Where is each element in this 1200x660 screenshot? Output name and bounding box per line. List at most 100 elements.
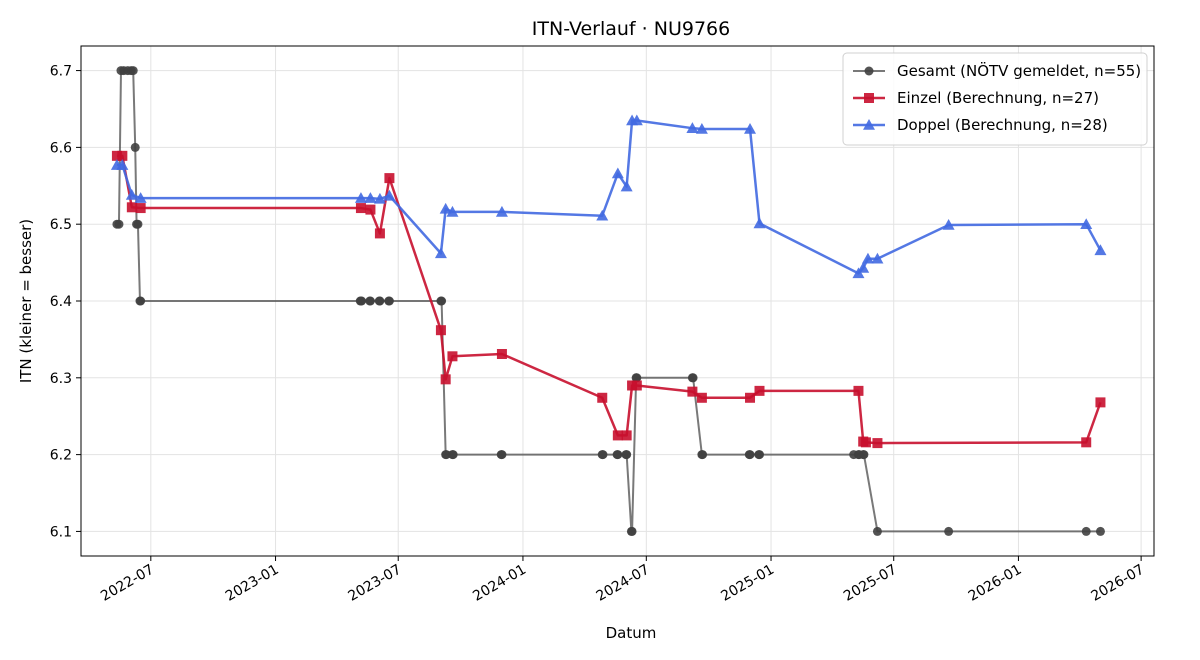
legend-item: Gesamt (NÖTV gemeldet, n=55) bbox=[853, 61, 1141, 80]
data-point bbox=[688, 373, 698, 383]
data-point bbox=[631, 380, 642, 391]
data-point bbox=[611, 167, 624, 179]
data-point bbox=[621, 430, 632, 441]
data-point bbox=[384, 296, 394, 306]
data-point bbox=[497, 450, 507, 460]
data-point bbox=[437, 296, 447, 306]
y-tick-label: 6.1 bbox=[50, 524, 72, 540]
series-layer bbox=[110, 66, 1107, 536]
data-point bbox=[627, 526, 637, 536]
data-point bbox=[745, 450, 755, 460]
data-point bbox=[384, 173, 395, 184]
data-point bbox=[872, 526, 882, 536]
data-point bbox=[686, 122, 699, 133]
data-point bbox=[126, 202, 137, 213]
data-point bbox=[495, 205, 508, 217]
data-point bbox=[125, 189, 138, 200]
data-point bbox=[355, 203, 366, 214]
data-point bbox=[696, 392, 707, 403]
data-point bbox=[853, 385, 864, 396]
x-tick-label: 2024-07 bbox=[594, 562, 653, 605]
data-point bbox=[130, 142, 140, 152]
data-point bbox=[872, 438, 883, 449]
x-tick-label: 2023-01 bbox=[223, 562, 282, 605]
data-point bbox=[365, 296, 375, 306]
data-point bbox=[871, 252, 884, 264]
x-tick-label: 2025-01 bbox=[718, 562, 777, 605]
data-point bbox=[117, 150, 128, 161]
data-point bbox=[860, 437, 871, 448]
legend-label: Gesamt (NÖTV gemeldet, n=55) bbox=[897, 61, 1141, 80]
data-point bbox=[944, 526, 954, 536]
data-point bbox=[744, 122, 757, 134]
data-point bbox=[695, 122, 708, 134]
series-circle bbox=[112, 66, 1105, 536]
data-point bbox=[496, 348, 507, 359]
data-point bbox=[114, 219, 124, 229]
y-tick-label: 6.3 bbox=[50, 371, 72, 387]
data-point bbox=[374, 228, 385, 239]
data-point bbox=[440, 374, 451, 385]
data-point bbox=[135, 203, 146, 214]
data-point bbox=[1095, 526, 1105, 536]
data-point bbox=[357, 296, 367, 306]
data-point bbox=[435, 325, 446, 336]
data-point bbox=[116, 159, 129, 170]
data-point bbox=[1081, 437, 1092, 448]
data-point bbox=[1080, 218, 1093, 229]
data-point bbox=[375, 296, 385, 306]
legend-item: Doppel (Berechnung, n=28) bbox=[853, 116, 1108, 134]
data-point bbox=[754, 385, 765, 396]
data-point bbox=[1095, 397, 1106, 408]
x-tick-label: 2025-07 bbox=[841, 562, 900, 605]
legend-box bbox=[842, 52, 1148, 146]
data-point bbox=[863, 119, 875, 130]
data-point bbox=[613, 450, 623, 460]
data-point bbox=[447, 351, 458, 362]
data-point bbox=[434, 247, 447, 259]
y-axis-label: ITN (kleiner = besser) bbox=[17, 219, 35, 383]
data-point bbox=[598, 450, 608, 460]
data-point bbox=[136, 296, 146, 306]
x-tick-label: 2023-07 bbox=[346, 562, 405, 605]
y-tick-label: 6.2 bbox=[50, 448, 72, 464]
legend-label: Doppel (Berechnung, n=28) bbox=[897, 116, 1108, 134]
y-tick-label: 6.5 bbox=[50, 217, 72, 233]
series-triangle bbox=[110, 114, 1107, 279]
data-point bbox=[612, 430, 623, 441]
data-point bbox=[128, 66, 138, 76]
data-point bbox=[446, 205, 459, 217]
data-point bbox=[942, 218, 955, 230]
x-tick-label: 2026-07 bbox=[1088, 562, 1147, 605]
data-point bbox=[383, 189, 396, 201]
data-point bbox=[861, 252, 874, 264]
data-point bbox=[864, 93, 874, 103]
data-point bbox=[753, 217, 766, 229]
grid bbox=[81, 46, 1154, 556]
data-point bbox=[755, 450, 765, 460]
data-point bbox=[687, 386, 698, 397]
series-square bbox=[111, 150, 1106, 449]
data-point bbox=[1094, 244, 1107, 256]
data-point bbox=[857, 261, 870, 273]
data-point bbox=[365, 204, 376, 215]
y-tick-label: 6.6 bbox=[50, 140, 72, 156]
data-point bbox=[864, 66, 874, 76]
data-point bbox=[632, 373, 642, 383]
data-point bbox=[698, 450, 708, 460]
x-tick-label: 2022-07 bbox=[98, 562, 157, 605]
data-point bbox=[448, 450, 458, 460]
x-axis-label: Datum bbox=[606, 624, 657, 642]
legend-item: Einzel (Berechnung, n=27) bbox=[853, 89, 1099, 107]
y-axis: 6.1 6.2 6.3 6.4 6.5 6.6 6.7 bbox=[50, 64, 81, 540]
legend-label: Einzel (Berechnung, n=27) bbox=[897, 89, 1099, 107]
data-point bbox=[745, 392, 756, 403]
data-point bbox=[630, 114, 643, 126]
chart-title: ITN-Verlauf · NU9766 bbox=[532, 18, 730, 40]
legend: Gesamt (NÖTV gemeldet, n=55) Einzel (Bere… bbox=[842, 52, 1148, 146]
y-tick-label: 6.7 bbox=[50, 64, 72, 80]
data-point bbox=[596, 209, 609, 221]
data-point bbox=[622, 450, 632, 460]
data-point bbox=[111, 150, 122, 161]
